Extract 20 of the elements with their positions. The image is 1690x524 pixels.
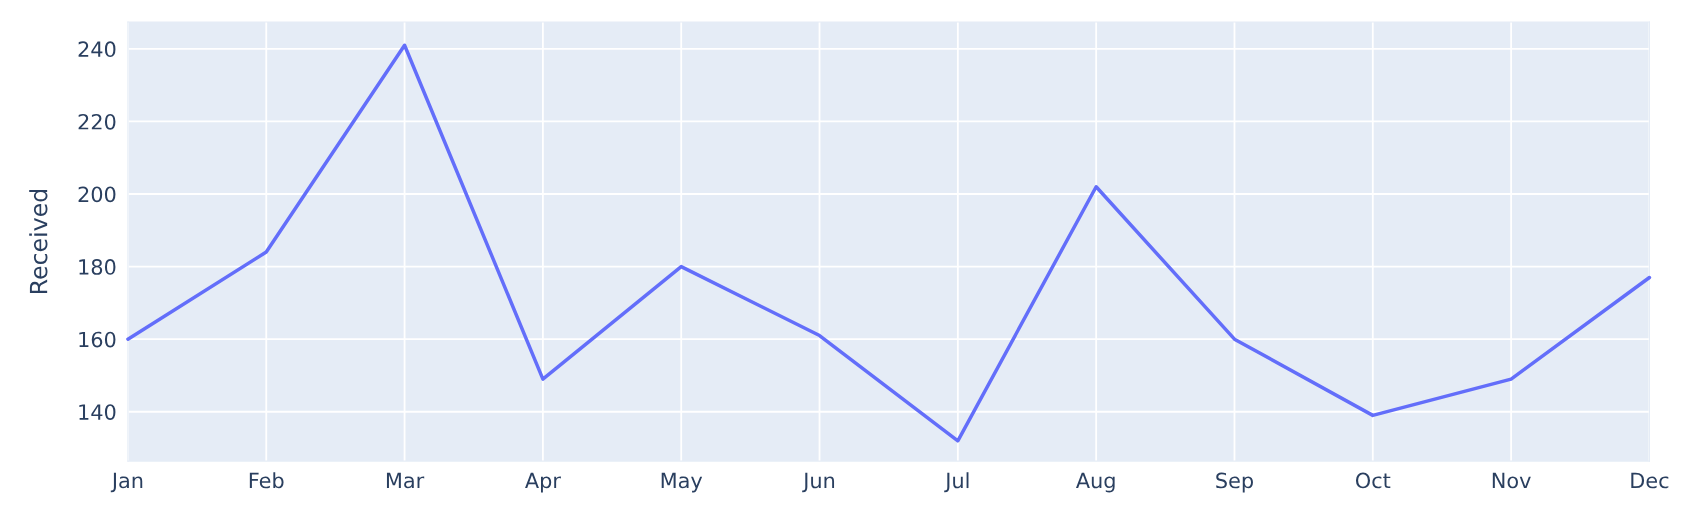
x-tick-label: Mar <box>386 472 425 489</box>
x-tick-label: Apr <box>525 472 561 493</box>
y-tick-label: 140 <box>79 404 116 420</box>
y-axis-title: Received <box>29 190 48 293</box>
x-tick-label: Sep <box>1216 472 1253 493</box>
y-tick-label: 180 <box>79 259 116 275</box>
x-tick-label: Dec <box>1631 472 1669 489</box>
x-tick-label: Jun <box>802 472 835 493</box>
y-tick-label: 200 <box>78 186 116 203</box>
y-tick-label: 240 <box>78 41 116 58</box>
x-tick-label: Feb <box>249 472 284 489</box>
x-tick-label: Nov <box>1492 472 1531 489</box>
x-tick-label: Jan <box>110 472 143 493</box>
x-tick-label: May <box>661 472 703 493</box>
y-tick-label: 220 <box>78 113 116 130</box>
x-tick-label: Oct <box>1355 472 1391 489</box>
y-tick-label: 160 <box>79 331 116 348</box>
x-tick-label: Aug <box>1075 472 1115 493</box>
x-tick-label: Jul <box>944 472 969 493</box>
line-series <box>126 43 1652 443</box>
